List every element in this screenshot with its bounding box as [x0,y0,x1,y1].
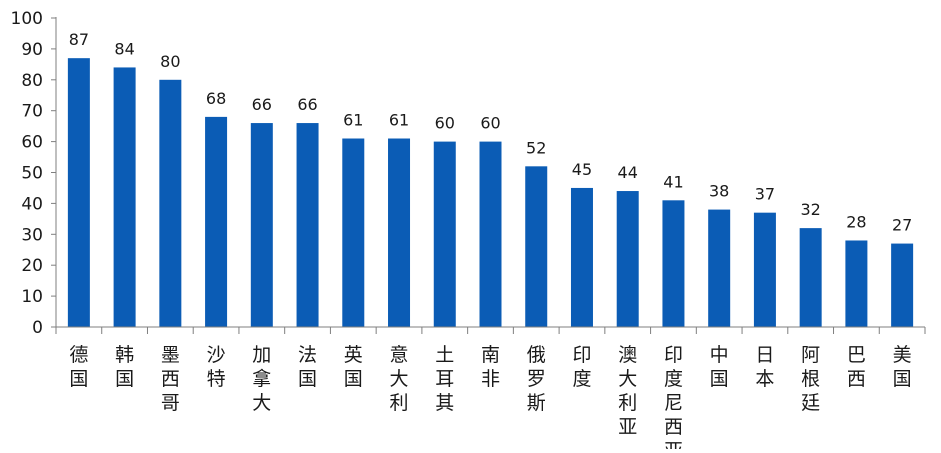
x-tick-label: 墨西哥 [161,344,180,414]
bar [159,79,182,327]
y-tick-label: 80 [21,71,43,91]
data-label: 32 [800,200,820,219]
data-label: 61 [389,111,409,130]
bar [570,187,593,327]
data-label: 66 [297,95,317,114]
data-label: 60 [480,114,500,133]
y-tick-label: 70 [21,102,43,122]
y-tick-label: 30 [21,225,43,245]
bar-series [67,58,914,328]
data-label: 52 [526,138,546,157]
bar [708,209,731,327]
y-tick-label: 50 [21,164,43,184]
data-label: 38 [709,182,729,201]
x-tick-label: 阿根廷 [801,344,820,414]
data-label: 61 [343,111,363,130]
bar [753,212,776,327]
bar [616,191,639,327]
x-tick-label: 法国 [298,344,317,390]
data-label: 28 [846,212,866,231]
y-axis-ticks: 0 10 20 30 40 50 60 70 80 90 100 [11,9,56,338]
data-label: 66 [252,95,272,114]
y-tick-label: 100 [11,9,43,29]
x-tick-label: 南非 [481,344,500,390]
x-tick-label: 日本 [755,344,774,390]
x-tick-label: 俄罗斯 [527,344,546,414]
x-tick-label: 印度尼西亚 [664,344,683,449]
x-tick-label: 英国 [344,344,363,390]
x-tick-label: 沙特 [207,344,226,390]
data-labels: 87 84 80 68 66 66 61 61 60 60 52 45 44 41 38 37 32 28 27 [69,30,913,234]
data-label: 87 [69,30,89,49]
bar [113,67,136,327]
y-tick-label: 20 [21,256,43,276]
data-label: 27 [892,216,912,235]
y-tick-label: 0 [32,318,43,338]
y-tick-label: 10 [21,287,43,307]
bar [525,166,548,327]
x-tick-label: 加拿大 [252,344,271,414]
data-label: 80 [160,52,180,71]
bar [67,58,90,328]
data-label: 37 [755,185,775,204]
bar [662,200,685,327]
data-label: 41 [663,172,683,191]
bar [296,123,319,327]
x-tick-label: 澳大利亚 [618,344,637,438]
bar [205,116,228,327]
bar [342,138,365,327]
bar [250,123,273,327]
data-label: 60 [435,114,455,133]
x-tick-label: 德国 [69,344,88,390]
x-tick-label: 韩国 [115,344,134,390]
data-label: 45 [572,160,592,179]
y-tick-label: 60 [21,133,43,153]
y-tick-label: 40 [21,194,43,214]
bar [388,138,411,327]
x-tick-label: 印度 [572,344,591,390]
bar [479,141,502,327]
x-tick-label: 巴西 [847,344,866,390]
x-tick-label: 意大利 [390,344,409,414]
x-tick-label: 美国 [893,344,912,390]
bar [799,228,822,327]
data-label: 84 [114,39,134,58]
x-tick-label: 土耳其 [435,344,454,414]
bar [891,243,914,327]
bar [433,141,456,327]
bar [845,240,868,327]
x-tick-label: 中国 [710,344,729,390]
data-label: 44 [618,163,638,182]
y-tick-label: 90 [21,40,43,60]
data-label: 68 [206,89,226,108]
axes [55,17,926,334]
